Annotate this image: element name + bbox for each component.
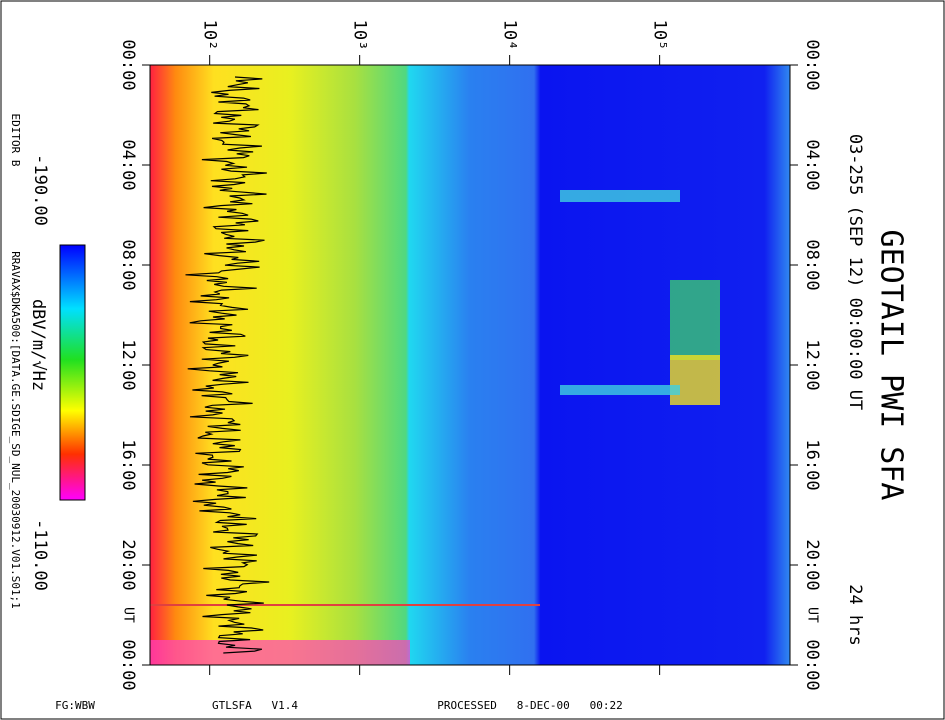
colorbar-tick-label: -190.00 xyxy=(30,154,50,226)
spectrogram-band xyxy=(150,640,410,665)
file-path: RRAVAX$DKA500:[DATA.GE.SDIGE_SD_NUL_2003… xyxy=(9,251,22,609)
time-unit: UT xyxy=(805,607,820,623)
y-tick-label: 00:00 xyxy=(802,639,822,690)
spectrogram xyxy=(150,65,790,665)
y-tick-label: 00:00 xyxy=(802,39,822,90)
footer-left: FG:WBW xyxy=(55,699,95,712)
spectrogram-patch xyxy=(670,355,720,405)
title: GEOTAIL PWI SFA xyxy=(874,230,909,501)
editor: EDITOR B xyxy=(9,114,22,167)
spectrogram-patch xyxy=(670,280,720,360)
x-tick-label: 10⁴ xyxy=(500,20,520,51)
y-tick-label: 20:00 xyxy=(118,539,138,590)
spectrogram-patch xyxy=(560,385,680,395)
y-tick-label: 12:00 xyxy=(118,339,138,390)
y-tick-label: 12:00 xyxy=(802,339,822,390)
y-tick-label: 20:00 xyxy=(802,539,822,590)
y-tick-label: 04:00 xyxy=(802,139,822,190)
spectrogram-patch xyxy=(560,190,680,202)
y-tick-label: 00:00 xyxy=(118,39,138,90)
trace xyxy=(185,76,270,654)
x-tick-label: 10⁵ xyxy=(650,20,670,51)
footer-right: PROCESSED 8-DEC-00 00:22 xyxy=(437,699,622,712)
y-tick-label: 16:00 xyxy=(118,439,138,490)
colorbar xyxy=(59,244,86,501)
x-tick-label: 10³ xyxy=(350,20,370,51)
subtitle: 03-255 (SEP 12) 00:00:00 UT xyxy=(845,134,865,410)
colorbar-tick-label: -110.00 xyxy=(30,519,50,591)
y-tick-label: 00:00 xyxy=(118,639,138,690)
y-tick-label: 16:00 xyxy=(802,439,822,490)
y-tick-label: 08:00 xyxy=(802,239,822,290)
duration: 24 hrs xyxy=(845,584,865,645)
y-tick-label: 08:00 xyxy=(118,239,138,290)
x-tick-label: 10² xyxy=(200,20,220,51)
y-tick-label: 04:00 xyxy=(118,139,138,190)
footer-center: GTLSFA V1.4 xyxy=(212,699,298,712)
colorbar-label: dBV/m/√Hz xyxy=(28,299,48,391)
time-unit: UT xyxy=(121,607,136,623)
